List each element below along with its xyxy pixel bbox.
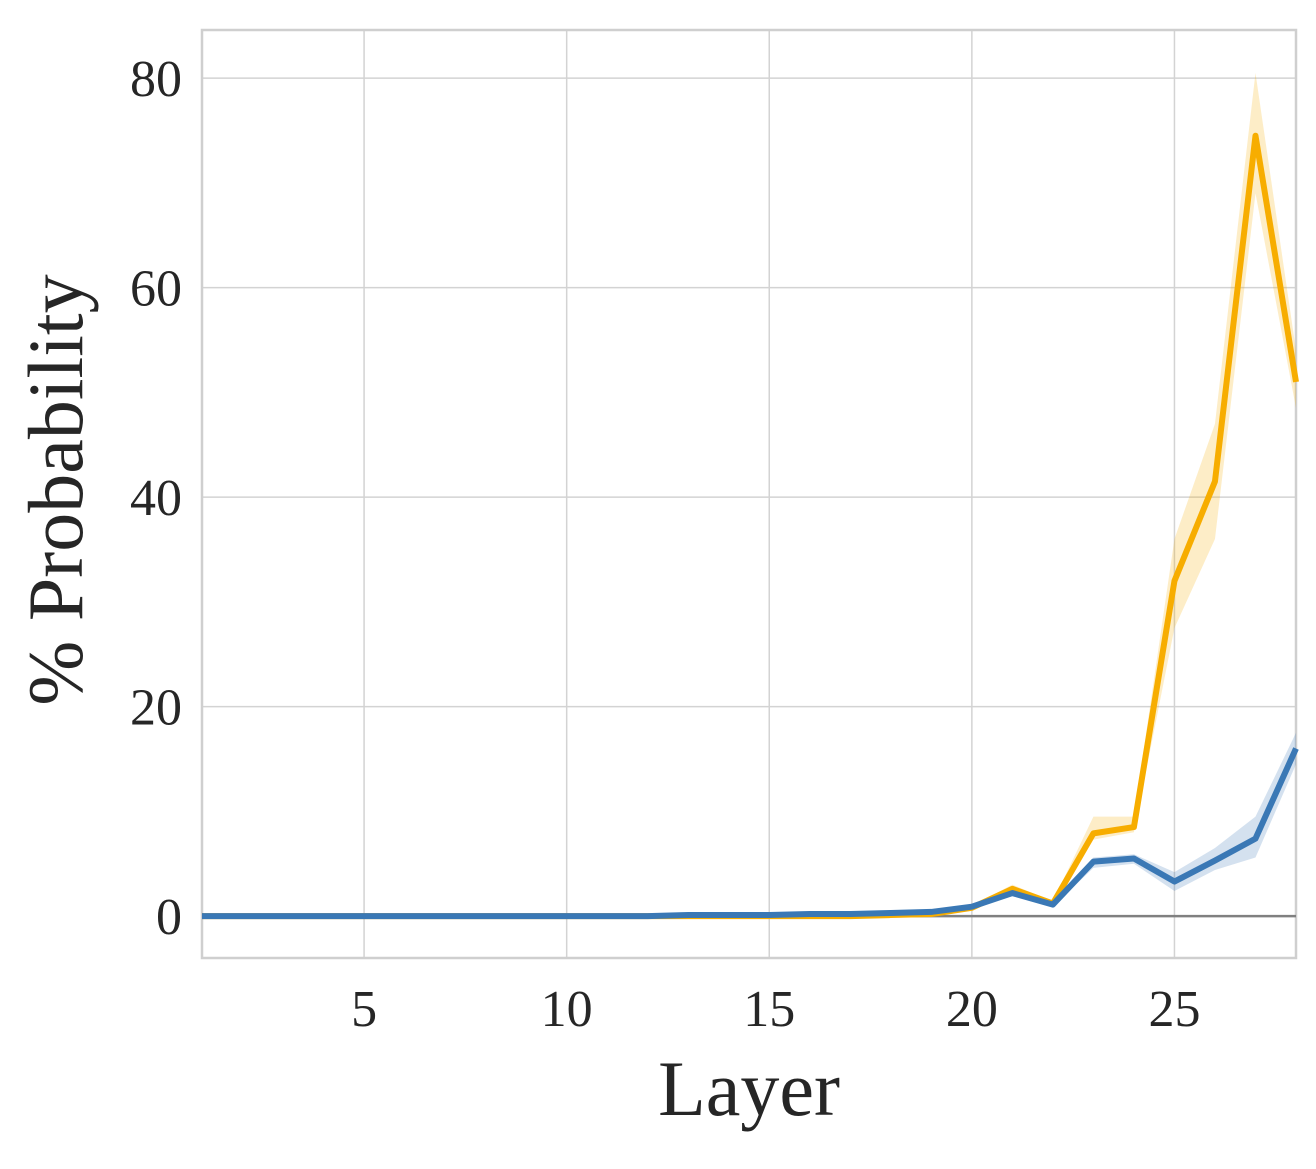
x-tick-label: 25 [1148,981,1200,1038]
line [202,747,1299,920]
y-tick-label: 0 [156,889,182,946]
x-tick-label: 15 [743,981,795,1038]
x-tick-label: 10 [541,981,593,1038]
confidence-band [202,72,1296,917]
y-axis-label: % Probability [12,274,99,705]
y-tick-label: 40 [130,470,182,527]
x-tick-label: 5 [351,981,377,1038]
x-tick-label: 20 [946,981,998,1038]
plot-frame [200,28,1298,960]
y-tick-label: 80 [130,51,182,108]
line [202,132,1299,920]
y-tick-label: 60 [130,261,182,318]
y-tick-label: 20 [130,680,182,737]
x-axis-label: Layer [658,1045,840,1132]
